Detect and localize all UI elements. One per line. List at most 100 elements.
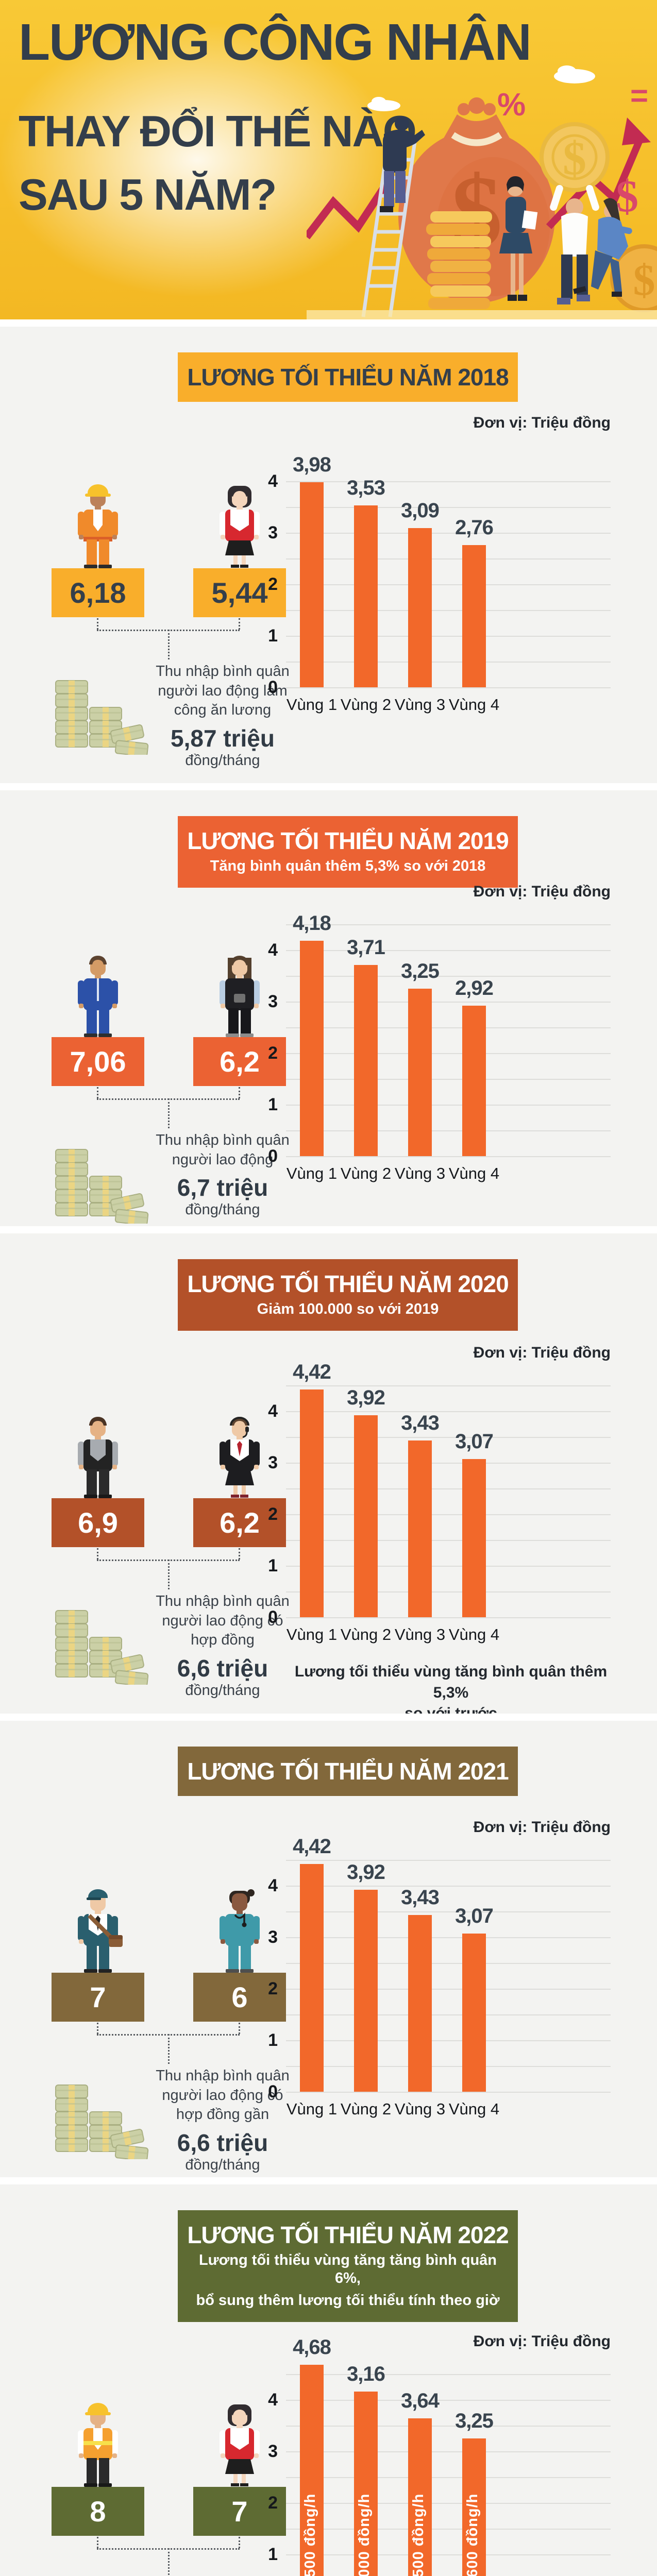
x-axis-label: Vùng 2	[340, 1164, 392, 1182]
bar-value-label: 4,42	[293, 1361, 331, 1383]
climbing-person	[380, 116, 425, 212]
chart-unit-label: Đơn vị: Triệu đồng	[473, 1344, 611, 1361]
money-stack-icon	[55, 1610, 149, 1687]
svg-text:$: $	[633, 255, 655, 304]
bar-vung-1	[300, 482, 324, 687]
bar-value-label: 3,71	[347, 936, 385, 959]
chart-gridline	[286, 1911, 611, 1912]
chart-y-axis-label: 3	[268, 523, 278, 543]
chart-gridline	[286, 1886, 611, 1887]
x-axis-label: Vùng 3	[394, 2100, 446, 2118]
income-value: 6,7 triệu	[177, 1174, 268, 1201]
bar-value-label: 3,43	[401, 1886, 440, 1909]
chart-y-axis-label: 1	[268, 1095, 278, 1114]
bar-vung-4	[462, 1934, 486, 2092]
bar-vung-3	[408, 1915, 432, 2092]
bar-value-label: 3,07	[455, 1905, 494, 1927]
chart-gridline	[286, 2503, 611, 2504]
chart-y-axis-label: 1	[268, 1556, 278, 1575]
bar-hourly-label: 15.600 đồng/h	[464, 2493, 481, 2576]
chart-gridline	[286, 1591, 611, 1592]
chart-gridline	[286, 1027, 611, 1028]
income-desc: Thu nhập bình quân người lao động	[156, 1132, 290, 1168]
chart-y-axis-label: 0	[268, 2082, 278, 2102]
bracket-line	[239, 1548, 240, 1560]
section-title: LƯƠNG TỐI THIỂU NĂM 2021	[187, 1758, 509, 1785]
chart-y-axis-label: 2	[268, 1043, 278, 1063]
hero-title-line-3: SAU 5 NĂM?	[19, 171, 277, 219]
bar-vung-1	[300, 941, 324, 1156]
x-axis-label: Vùng 4	[448, 1625, 500, 1643]
chart-gridline	[286, 662, 611, 663]
chart-gridline	[286, 584, 611, 585]
income-value: 5,87 triệu	[171, 725, 275, 752]
chart-gridline	[286, 976, 611, 977]
bar-vung-3	[408, 1440, 432, 1617]
bar-value-label: 3,92	[347, 1861, 385, 1884]
chart-unit-label: Đơn vị: Triệu đồng	[473, 1819, 611, 1836]
income-unit: đồng/tháng	[185, 1201, 260, 1218]
bracket-line	[239, 2023, 240, 2034]
section-title: LƯƠNG TỐI THIỂU NĂM 2019	[187, 827, 509, 854]
chart-y-axis-label: 1	[268, 626, 278, 646]
bar-vung-4	[462, 2438, 486, 2576]
chart-y-axis-label: 3	[268, 1453, 278, 1472]
bar-value-label: 2,76	[455, 516, 494, 539]
chart-gridline	[286, 950, 611, 951]
section-title: LƯƠNG TỐI THIỂU NĂM 2020	[187, 1270, 509, 1297]
section-subtitle: Lương tối thiểu vùng tăng tăng bình quân…	[198, 2252, 497, 2287]
x-axis-label: Vùng 1	[286, 1625, 338, 1643]
chart-gridline	[286, 1130, 611, 1131]
figure-wrap-male	[59, 2400, 137, 2489]
chart-gridline	[286, 610, 611, 611]
figure-wrap-male	[59, 482, 137, 571]
male-income-block: 6,18	[52, 568, 144, 617]
x-axis-label: Vùng 2	[340, 696, 392, 714]
ground-strip	[307, 310, 657, 319]
male-worker-figure-2020	[78, 1417, 118, 1498]
section-2020: LƯƠNG TỐI THIỂU NĂM 2020 Giảm 100.000 so …	[0, 1233, 657, 1714]
chart-gridline	[286, 2554, 611, 2555]
bracket-line	[239, 618, 240, 630]
figure-wrap-female	[201, 2400, 278, 2489]
office-woman-figure	[499, 176, 538, 301]
bar-value-label: 2,92	[455, 977, 494, 999]
zigzag-line-icon	[307, 179, 392, 240]
female-income-block: 6,2	[193, 1037, 286, 1086]
bracket-line	[97, 1548, 98, 1560]
female-worker-figure-2020	[220, 1417, 260, 1498]
x-axis-label: Vùng 1	[286, 1164, 338, 1182]
chart-y-axis-label: 4	[268, 2390, 278, 2410]
chart-gridline	[286, 1079, 611, 1080]
income-desc: Thu nhập bình quân người lao động làm công…	[156, 663, 290, 719]
bar-vung-2	[354, 965, 378, 1156]
bar-value-label: 3,16	[347, 2363, 385, 2385]
income-desc: Thu nhập bình quân người lao động có hợp đ…	[156, 2067, 290, 2123]
bracket-line	[97, 2023, 98, 2034]
chart-gridline	[286, 636, 611, 637]
average-income-text: Thu nhập bình quân người lao động có hợp đ…	[135, 1592, 310, 1699]
money-stack-icon	[55, 2084, 149, 2161]
female-worker-figure-2021	[220, 1889, 260, 1973]
chart-gridline	[286, 1002, 611, 1003]
chart-gridline	[286, 1488, 611, 1489]
section-2022: LƯƠNG TỐI THIỂU NĂM 2022 Lương tối thiểu …	[0, 2184, 657, 2576]
section-title: LƯƠNG TỐI THIỂU NĂM 2018	[187, 364, 509, 391]
bar-hourly-label: 22.500 đồng/h	[302, 2493, 318, 2576]
average-income-text: Thu nhập bình quân người lao động có hợp đ…	[135, 2066, 310, 2174]
income-value: 6,6 triệu	[177, 2129, 268, 2157]
chart-y-axis-label: 2	[268, 1504, 278, 1524]
chart-gridline	[286, 2066, 611, 2067]
chart-gridline	[286, 687, 611, 688]
x-axis-label: Vùng 4	[448, 2100, 500, 2118]
chart-unit-label: Đơn vị: Triệu đồng	[473, 414, 611, 431]
bracket-line	[168, 630, 170, 659]
bar-vung-1	[300, 1864, 324, 2092]
male-income-block: 7,06	[52, 1037, 144, 1086]
bracket-line	[239, 2537, 240, 2548]
chart-gridline	[286, 2451, 611, 2452]
bar-value-label: 4,42	[293, 1835, 331, 1858]
bracket-line	[168, 1098, 170, 1128]
chart-gridline	[286, 1463, 611, 1464]
